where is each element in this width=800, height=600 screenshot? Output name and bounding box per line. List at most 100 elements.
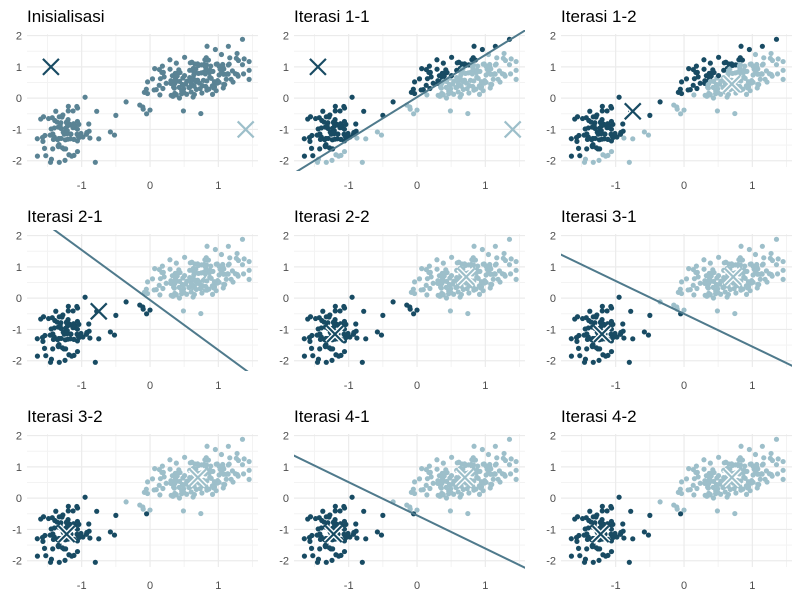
data-point — [74, 348, 81, 355]
data-point — [579, 115, 586, 122]
data-point — [702, 278, 708, 284]
data-point — [568, 153, 575, 159]
data-point — [602, 131, 608, 137]
data-point — [74, 148, 81, 155]
data-point — [151, 87, 157, 93]
data-point — [621, 135, 627, 141]
data-point — [458, 83, 464, 89]
data-point — [620, 528, 626, 534]
data-point — [337, 108, 343, 114]
data-point — [446, 481, 453, 488]
data-point — [349, 94, 355, 100]
data-point — [82, 494, 88, 500]
data-point — [176, 495, 183, 501]
data-point — [171, 484, 177, 490]
data-point — [64, 519, 70, 525]
data-point — [477, 468, 483, 474]
data-point — [603, 153, 609, 159]
data-point — [76, 134, 82, 141]
data-point — [599, 103, 605, 109]
data-point — [628, 508, 634, 514]
data-point — [610, 521, 616, 527]
centroid-x-icon — [323, 524, 344, 544]
data-point — [475, 275, 481, 281]
data-point — [246, 467, 252, 473]
data-point — [240, 471, 247, 477]
data-point — [208, 75, 214, 81]
data-point — [508, 256, 514, 262]
data-point — [239, 36, 246, 42]
data-point — [50, 336, 57, 343]
data-point — [310, 153, 316, 159]
panel-title: Iterasi 2-1 — [27, 207, 103, 226]
data-point — [612, 330, 618, 337]
data-point — [463, 80, 470, 86]
data-point — [173, 460, 179, 466]
data-point — [191, 91, 198, 98]
data-point — [612, 130, 618, 137]
data-point — [435, 78, 441, 84]
data-point — [354, 335, 360, 341]
data-point — [86, 528, 92, 534]
data-point — [760, 261, 766, 267]
data-point — [721, 460, 727, 466]
data-point — [157, 76, 164, 82]
y-tick-label: -2 — [12, 556, 22, 568]
data-point — [59, 345, 66, 351]
data-point — [228, 476, 234, 482]
points — [34, 236, 252, 365]
data-point — [331, 123, 338, 129]
centroid-x-icon — [622, 101, 643, 122]
data-point — [713, 481, 720, 488]
data-point — [326, 345, 333, 351]
data-point — [693, 463, 699, 469]
data-point — [111, 332, 118, 338]
data-point — [71, 324, 78, 331]
data-point — [62, 557, 68, 563]
data-point — [416, 276, 423, 282]
data-point — [690, 82, 696, 88]
data-point — [202, 463, 209, 469]
data-point — [51, 325, 57, 331]
centroid-x-icon — [722, 74, 742, 94]
data-point — [349, 294, 355, 300]
data-point — [374, 529, 380, 535]
data-point — [604, 108, 610, 114]
data-point — [343, 534, 349, 541]
data-point — [598, 319, 604, 325]
data-point — [458, 91, 465, 98]
data-point — [345, 130, 351, 137]
data-point — [354, 135, 360, 141]
data-point — [58, 335, 64, 342]
data-point — [584, 536, 591, 543]
data-point — [588, 519, 594, 525]
data-point — [322, 544, 329, 550]
data-point — [235, 473, 241, 479]
data-point — [181, 73, 188, 79]
data-point — [168, 278, 174, 284]
y-tick-label: -1 — [546, 324, 556, 336]
data-point — [317, 146, 323, 152]
panel-6: -1 0 1 -2 -1 0 1 2 Iterasi 3-2 — [12, 407, 258, 592]
data-point — [471, 243, 477, 249]
data-point — [683, 476, 690, 482]
data-point — [584, 336, 591, 343]
data-point — [502, 473, 508, 479]
data-point — [608, 148, 615, 155]
data-point — [56, 514, 62, 520]
data-point — [353, 128, 359, 134]
data-point — [451, 491, 457, 497]
data-point — [458, 291, 465, 298]
data-point — [374, 129, 380, 135]
data-point — [443, 295, 450, 301]
data-point — [568, 136, 574, 142]
data-point — [69, 353, 75, 359]
data-point — [380, 312, 386, 318]
data-point — [768, 450, 774, 457]
data-point — [159, 63, 165, 69]
data-point — [750, 79, 756, 85]
data-point — [144, 311, 150, 317]
data-point — [608, 105, 615, 111]
data-point — [78, 330, 84, 337]
data-point — [710, 95, 717, 101]
